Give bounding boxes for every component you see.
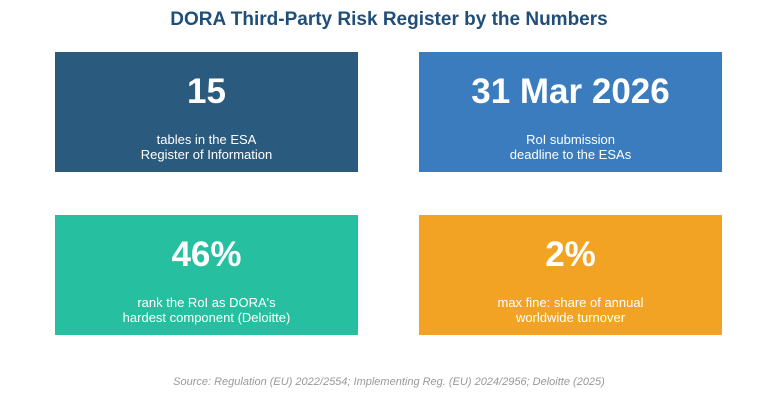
kpi-label-line: hardest component (Deloitte) (122, 310, 291, 325)
title: DORA Third-Party Risk Register by the Nu… (170, 9, 608, 30)
kpi-card: 46% rank the RoI as DORA's hardest compone… (55, 215, 358, 335)
kpi-label-line: max fine: share of annual (497, 295, 644, 310)
kpi-label: tables in the ESA Register of Information (55, 132, 358, 162)
kpi-label: max fine: share of annual worldwide turno… (419, 295, 722, 325)
kpi-label-line: tables in the ESA (156, 132, 257, 147)
source-note: Source: Regulation (EU) 2022/2554; Imple… (173, 376, 605, 388)
kpi-label-line: rank the RoI as DORA's (137, 295, 276, 310)
kpi-value: 2% (545, 235, 596, 274)
kpi-label-line: Register of Information (140, 147, 273, 162)
kpi-card: 2% max fine: share of annual worldwide tur… (419, 215, 722, 335)
kpi-value: 46% (171, 235, 242, 274)
kpi-card: 31 Mar 2026 RoI submission deadline to the… (419, 52, 722, 172)
kpi-label: rank the RoI as DORA's hardest component … (55, 295, 358, 325)
kpi-card: 15 tables in the ESA Register of Informati… (55, 52, 358, 172)
kpi-label-line: RoI submission (526, 132, 615, 147)
kpi-value: 15 (187, 72, 226, 111)
kpi-label-line: worldwide turnover (515, 310, 626, 325)
kpi-value: 31 Mar 2026 (471, 72, 670, 111)
kpi-label: RoI submission deadline to the ESAs (419, 132, 722, 162)
kpi-label-line: deadline to the ESAs (509, 147, 632, 162)
